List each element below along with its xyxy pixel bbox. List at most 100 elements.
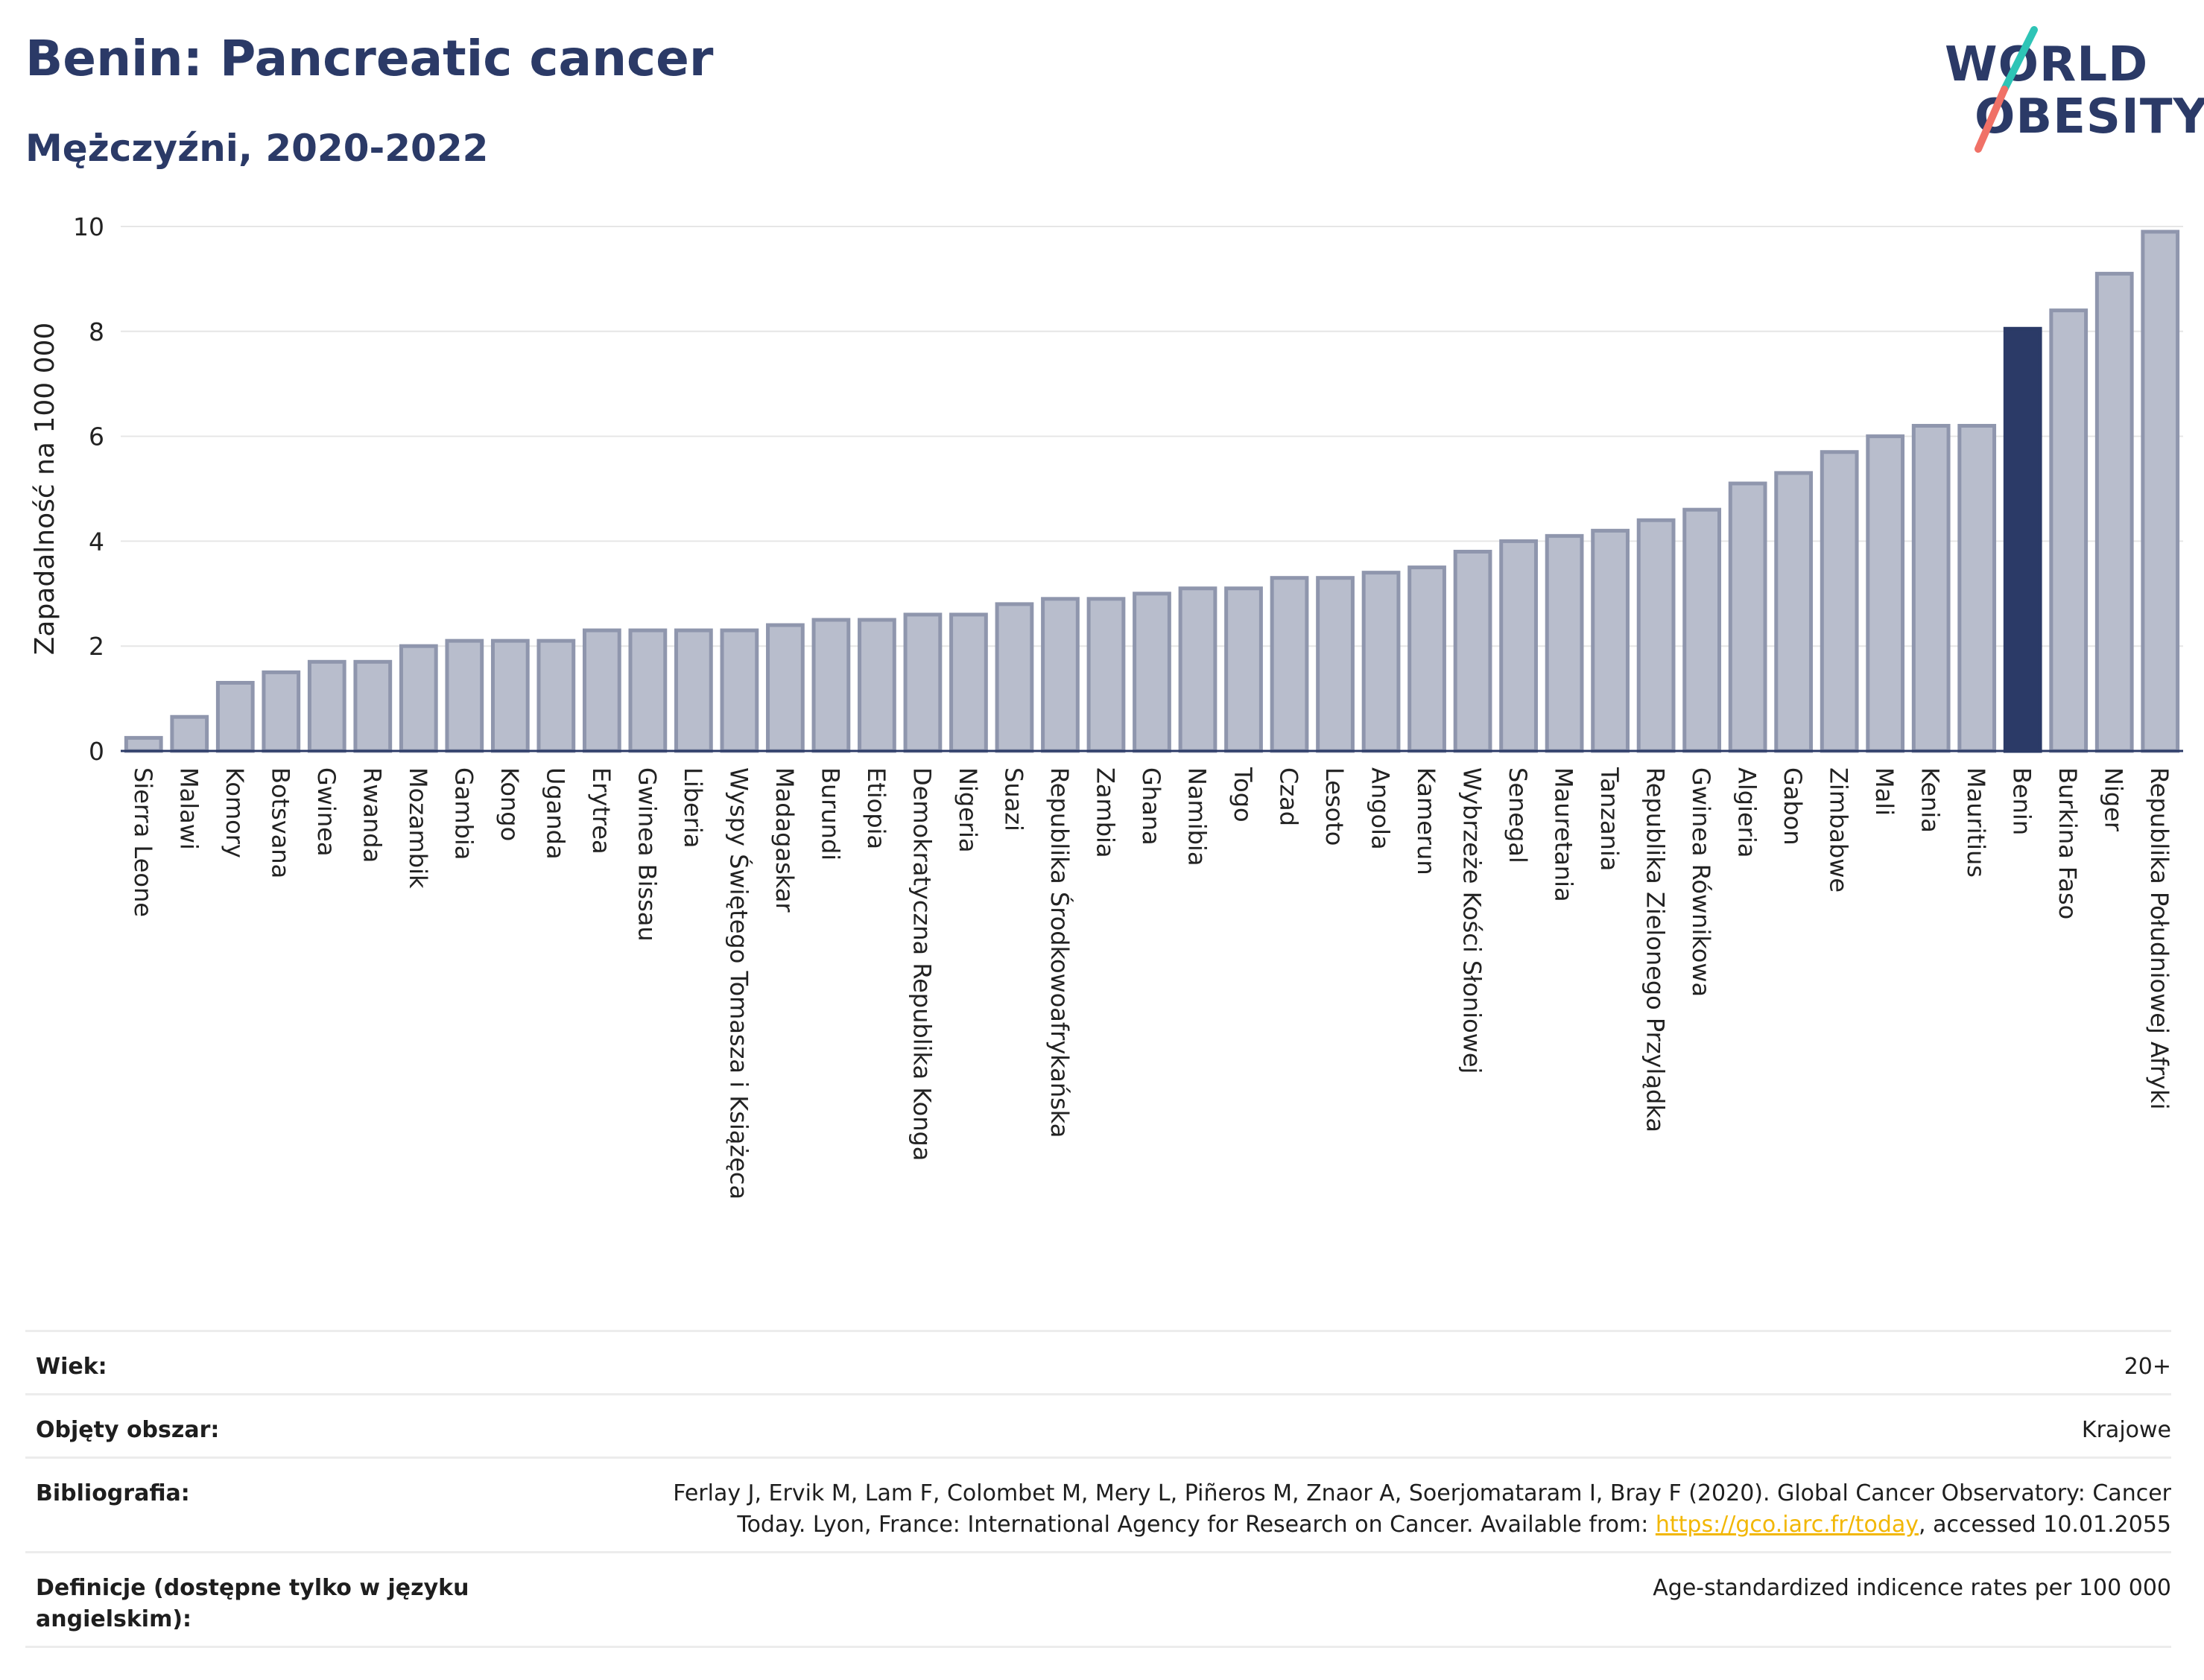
meta-value-age: 20+ [2124,1354,2171,1380]
x-category-label: Gambia [449,767,478,860]
x-category-label: Senegal [1504,767,1532,863]
y-tick-label: 0 [89,737,104,766]
meta-value-definitions: Age-standardized indicence rates per 100… [1653,1575,2171,1601]
meta-key-age: Wiek: [36,1354,107,1380]
x-category-label: Gwinea [312,767,341,856]
y-tick-label: 2 [89,632,104,661]
x-category-label: Erytrea [587,767,615,855]
bar [1041,597,1080,753]
logo-line-1: WORLD [1945,37,2149,92]
bar [628,628,668,753]
bar [720,628,759,753]
x-category-label: Kenia [1916,767,1945,833]
bar [1453,549,1492,753]
bar [2049,308,2089,753]
meta-key-bibliography: Bibliografia: [36,1480,190,1506]
chart-subtitle: Mężczyźni, 2020-2022 [25,127,489,170]
x-category-label: Mozambik [404,767,432,889]
x-category-label: Mauretania [1550,767,1578,902]
bar [858,618,896,753]
bar [674,628,713,753]
x-category-label: Nigeria [954,767,982,852]
x-category-label: Republika Południowej Afryki [2145,767,2173,1110]
bar-highlight [2003,326,2042,753]
x-category-label: Togo [1229,767,1257,822]
bar [949,612,988,753]
bibliography-line-2-end: , accessed 10.01.2055 [1919,1512,2171,1538]
bar [215,680,255,753]
x-category-label: Gabon [1779,767,1807,846]
bar [170,714,209,753]
y-tick-label: 10 [73,212,104,241]
x-category-label: Angola [1367,767,1395,850]
x-category-label: Suazi [999,767,1027,831]
metadata-table: Wiek: 20+ Objęty obszar: Krajowe Bibliog… [25,1330,2171,1648]
bar [307,659,346,753]
meta-value-bibliography: Ferlay J, Ervik M, Lam F, Colombet M, Me… [532,1478,2171,1541]
x-category-label: Republika Środkowoafrykańska [1045,767,1074,1138]
x-category-label: Etiopia [862,767,890,849]
bar [1636,518,1676,753]
x-category-label: Burkina Faso [2053,767,2082,919]
x-category-label: Namibia [1183,767,1212,866]
bar [1178,586,1217,753]
bar [1133,592,1171,753]
x-category-label: Benin [2008,767,2036,835]
x-category-label: Lesoto [1320,767,1349,846]
bar [1270,576,1309,753]
bar [1866,434,1905,753]
bibliography-link[interactable]: https://gco.iarc.fr/today [1655,1512,1919,1538]
chart-title: Benin: Pancreatic cancer [25,30,714,87]
y-axis-title: Zapadalność na 100 000 [30,323,60,656]
bar [1820,450,1859,753]
world-obesity-logo: WORLD OBESITY [1945,22,2204,156]
x-category-label: Komory [221,767,249,858]
x-category-label: Gwinea Równikowa [1687,767,1715,997]
meta-row-coverage: Objęty obszar: Krajowe [25,1393,2171,1456]
x-category-label: Burundi [816,767,844,860]
x-category-label: Republika Zielonego Przylądka [1641,767,1670,1132]
bar [445,638,484,753]
bars [124,229,2180,753]
x-category-label: Niger [2100,767,2128,832]
bar [2094,271,2134,753]
bar [582,628,621,753]
bar [1591,528,1630,753]
bar [766,623,805,753]
x-category-label: Liberia [679,767,707,848]
x-category-label: Malawi [174,767,203,850]
x-category-label: Czad [1275,767,1303,826]
bar [1682,507,1722,753]
y-axis-ticks: 0 2 4 6 8 10 [73,212,104,766]
x-category-label: Rwanda [358,767,386,863]
bar [536,638,576,753]
x-category-label: Sierra Leone [129,767,157,917]
x-category-label: Zambia [1091,767,1119,858]
meta-key-definitions: Definicje (dostępne tylko w języku angie… [36,1575,469,1632]
bar [1499,539,1538,753]
x-category-label: Gwinea Bissau [633,767,661,942]
meta-row-definitions: Definicje (dostępne tylko w języku angie… [25,1551,2171,1648]
logo-line-2: OBESITY [1975,89,2204,145]
bibliography-line-1: Ferlay J, Ervik M, Lam F, Colombet M, Me… [673,1480,2171,1506]
bar [1086,597,1126,753]
meta-key-coverage: Objęty obszar: [36,1417,220,1443]
bar [1957,424,1997,753]
bar [490,638,530,753]
bibliography-line-2-start: Today. Lyon, France: International Agenc… [737,1512,1656,1538]
bar [1224,586,1263,753]
x-category-label: Botsvana [266,767,294,878]
y-tick-label: 6 [89,422,104,451]
bar [1407,565,1446,753]
x-category-label: Wybrzeże Kości Słoniowej [1458,767,1486,1074]
logo-slash-icon [1975,26,2038,153]
bar [124,735,163,753]
bar [2141,229,2180,753]
x-category-label: Kongo [495,767,524,841]
x-category-label: Demokratyczna Republika Konga [908,767,936,1161]
x-category-label: Mali [1870,767,1899,816]
x-category-label: Kamerun [1412,767,1440,875]
bar [1545,533,1584,753]
bar [1361,571,1401,753]
y-tick-label: 8 [89,317,104,346]
